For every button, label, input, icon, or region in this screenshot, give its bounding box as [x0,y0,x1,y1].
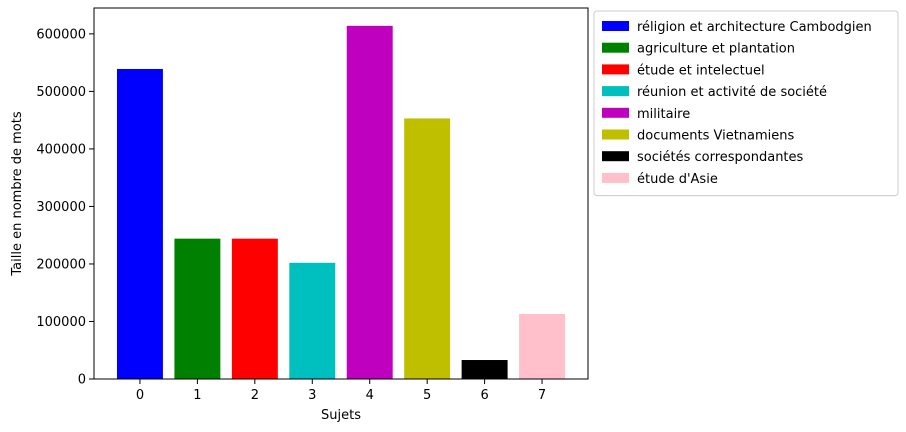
x-tick-label: 4 [366,388,374,403]
bar-7 [519,314,566,379]
bar-4 [346,25,393,380]
bar-5 [404,118,451,380]
y-axis-label: Taille en nombre de mots [10,111,25,276]
legend-label: étude et intelectuel [637,63,765,78]
y-tick-label: 0 [78,373,86,388]
legend-swatch [602,151,629,162]
legend-box [593,10,899,197]
y-tick-label: 200000 [36,257,86,272]
bars-group [116,25,566,380]
legend-swatch [602,21,629,31]
y-tick-label: 600000 [36,27,86,42]
legend-label: documents Vietnamiens [637,129,795,144]
legend: réligion et architecture Cambodgien agric… [593,10,899,197]
legend-swatch [602,129,629,140]
y-tick-label: 300000 [36,200,86,215]
x-tick-label: 5 [423,388,431,403]
legend-label: étude d'Asie [637,172,718,187]
plot-frame [93,7,589,380]
legend-swatch [602,42,629,53]
legend-label: militaire [637,107,690,122]
y-tick-label: 100000 [36,315,86,330]
x-tick-label: 0 [136,388,144,403]
legend-label: réligion et architecture Cambodgien [637,20,872,35]
legend-swatch [602,64,629,75]
x-tick-label: 3 [308,388,316,403]
bar-3 [289,262,336,379]
x-axis-label: Sujets [321,408,361,423]
x-tick-label: 2 [251,388,259,403]
y-tick-label: 500000 [36,85,86,100]
x-tick-label: 7 [538,388,546,403]
legend-swatch [602,86,629,97]
bar-0 [116,68,163,379]
bar-2 [231,238,278,379]
y-axis-ticks: 0 100000 200000 300000 400000 500000 600000 [36,27,94,388]
legend-swatch [602,107,629,118]
x-tick-label: 1 [193,388,201,403]
legend-label: sociétés correspondantes [637,150,804,165]
legend-label: réunion et activité de société [637,85,827,100]
y-tick-label: 400000 [36,142,86,157]
x-tick-label: 6 [480,388,488,403]
x-axis-ticks: 0 1 2 3 4 5 6 7 [136,379,546,403]
legend-label: agriculture et plantation [637,42,795,57]
bar-6 [461,360,508,379]
legend-swatch [602,172,629,183]
bar-1 [174,238,221,379]
